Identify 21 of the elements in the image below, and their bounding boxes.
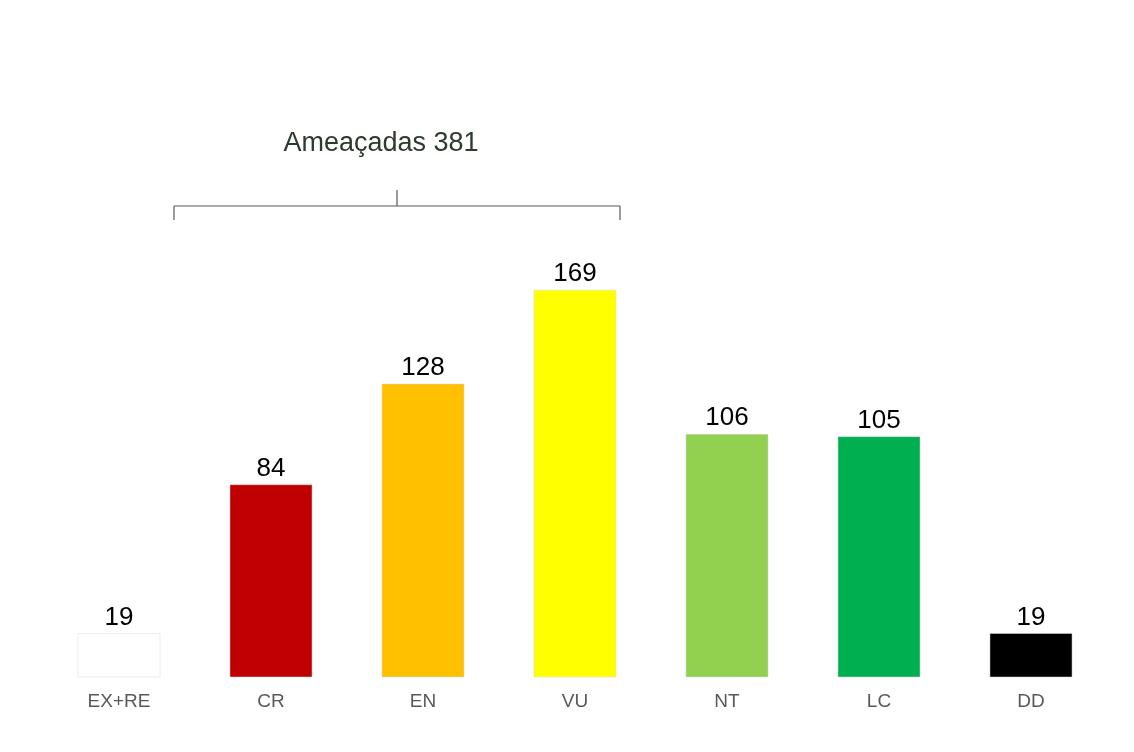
data-label: 84 (256, 451, 286, 482)
data-label: 19 (104, 600, 134, 631)
data-label: 106 (705, 401, 749, 432)
data-label: 105 (857, 403, 901, 434)
x-tick-label: EX+RE (87, 689, 151, 711)
x-tick-label: CR (257, 689, 285, 711)
x-tick-label: LC (866, 689, 892, 711)
x-tick-label: VU (561, 689, 589, 711)
data-label: 169 (553, 257, 597, 288)
x-tick-label: EN (409, 689, 437, 711)
bar (381, 383, 465, 678)
bar (533, 289, 617, 678)
bar (685, 434, 769, 678)
bar (989, 633, 1073, 678)
bar (229, 484, 313, 678)
data-label: 128 (401, 351, 445, 381)
x-tick-label: DD (1017, 689, 1045, 711)
data-label: 19 (1016, 600, 1046, 631)
bar (837, 436, 921, 678)
x-tick-label: NT (714, 689, 741, 711)
text: Ameaçadas 381 (283, 127, 479, 157)
